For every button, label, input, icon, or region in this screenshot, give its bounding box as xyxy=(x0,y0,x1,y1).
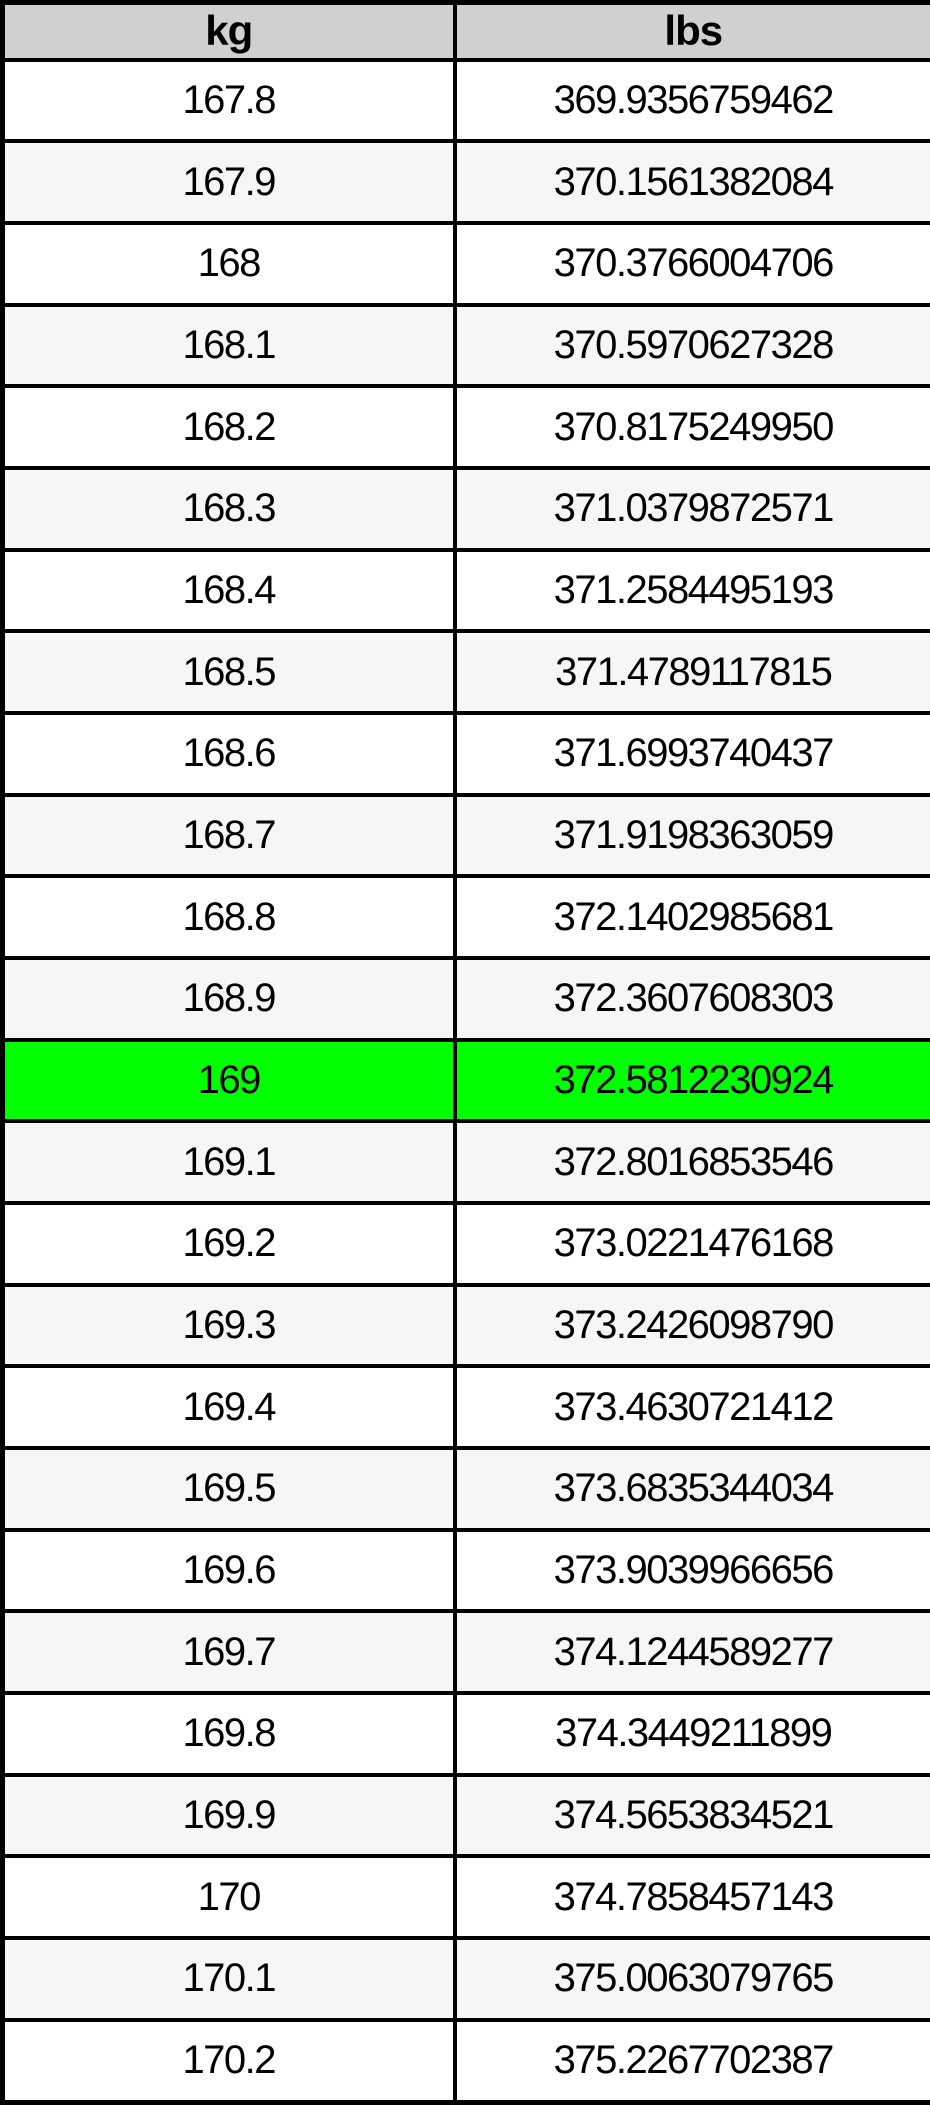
kg-cell: 169 xyxy=(0,1037,457,1124)
lbs-cell: 375.2267702387 xyxy=(452,2017,930,2105)
lbs-cell: 375.0063079765 xyxy=(452,1935,930,2022)
lbs-cell: 373.4630721412 xyxy=(452,1364,930,1450)
kg-cell: 169.5 xyxy=(0,1445,457,1532)
kg-cell: 168.5 xyxy=(0,629,457,715)
header-row: kg lbs xyxy=(0,0,930,62)
table-row: 169.2 373.0221476168 xyxy=(0,1200,930,1287)
kg-cell: 170.2 xyxy=(0,2017,457,2105)
table-row: 170.2 375.2267702387 xyxy=(0,2017,930,2105)
kg-cell: 168 xyxy=(0,220,457,307)
lbs-cell: 370.3766004706 xyxy=(452,220,930,307)
kg-cell: 169.3 xyxy=(0,1282,457,1369)
kg-cell: 170 xyxy=(0,1854,457,1940)
kg-cell: 169.7 xyxy=(0,1609,457,1695)
kg-cell: 169.8 xyxy=(0,1690,457,1777)
kg-cell: 169.1 xyxy=(0,1119,457,1205)
lbs-cell: 371.4789117815 xyxy=(452,629,930,715)
kg-cell: 169.2 xyxy=(0,1200,457,1287)
lbs-cell: 372.8016853546 xyxy=(452,1119,930,1205)
table-row: 170.1 375.0063079765 xyxy=(0,1935,930,2022)
table-row: 167.8 369.9356759462 xyxy=(0,57,930,144)
kg-cell: 170.1 xyxy=(0,1935,457,2022)
kg-cell: 167.9 xyxy=(0,139,457,225)
kg-cell: 168.6 xyxy=(0,710,457,797)
lbs-cell: 374.5653834521 xyxy=(452,1772,930,1859)
lbs-cell: 374.3449211899 xyxy=(452,1690,930,1777)
kg-cell: 169.4 xyxy=(0,1364,457,1450)
kg-cell: 167.8 xyxy=(0,57,457,144)
table-row: 168.5 371.4789117815 xyxy=(0,629,930,715)
lbs-cell: 369.9356759462 xyxy=(452,57,930,144)
table-row: 170 374.7858457143 xyxy=(0,1854,930,1940)
lbs-cell: 370.8175249950 xyxy=(452,384,930,470)
table-row: 169.8 374.3449211899 xyxy=(0,1690,930,1777)
lbs-cell: 371.6993740437 xyxy=(452,710,930,797)
lbs-cell: 371.9198363059 xyxy=(452,792,930,879)
table-row: 168.9 372.3607608303 xyxy=(0,955,930,1042)
kg-cell: 168.8 xyxy=(0,874,457,960)
lbs-cell: 373.2426098790 xyxy=(452,1282,930,1369)
column-header-lbs: lbs xyxy=(452,0,930,62)
table-row: 169.6 373.9039966656 xyxy=(0,1527,930,1614)
table-row: 169.1 372.8016853546 xyxy=(0,1119,930,1205)
lbs-cell: 372.5812230924 xyxy=(452,1037,930,1124)
kg-cell: 168.7 xyxy=(0,792,457,879)
table-row: 168.8 372.1402985681 xyxy=(0,874,930,960)
lbs-cell: 370.5970627328 xyxy=(452,302,930,389)
kg-cell: 168.2 xyxy=(0,384,457,470)
table-row: 168.1 370.5970627328 xyxy=(0,302,930,389)
kg-cell: 169.6 xyxy=(0,1527,457,1614)
lbs-cell: 372.1402985681 xyxy=(452,874,930,960)
lbs-cell: 374.7858457143 xyxy=(452,1854,930,1940)
table-row: 169.5 373.6835344034 xyxy=(0,1445,930,1532)
lbs-cell: 373.0221476168 xyxy=(452,1200,930,1287)
lbs-cell: 370.1561382084 xyxy=(452,139,930,225)
table-row: 168.2 370.8175249950 xyxy=(0,384,930,470)
table-row: 169.7 374.1244589277 xyxy=(0,1609,930,1695)
table-row: 169.9 374.5653834521 xyxy=(0,1772,930,1859)
kg-cell: 168.9 xyxy=(0,955,457,1042)
lbs-cell: 373.9039966656 xyxy=(452,1527,930,1614)
table-row: 168.3 371.0379872571 xyxy=(0,465,930,552)
lbs-cell: 374.1244589277 xyxy=(452,1609,930,1695)
table-row: 168.7 371.9198363059 xyxy=(0,792,930,879)
table-row: 169.4 373.4630721412 xyxy=(0,1364,930,1450)
lbs-cell: 372.3607608303 xyxy=(452,955,930,1042)
table-row: 168 370.3766004706 xyxy=(0,220,930,307)
lbs-cell: 373.6835344034 xyxy=(452,1445,930,1532)
table-row: 168.4 371.2584495193 xyxy=(0,547,930,634)
kg-cell: 168.1 xyxy=(0,302,457,389)
table-row: 167.9 370.1561382084 xyxy=(0,139,930,225)
kg-cell: 168.4 xyxy=(0,547,457,634)
highlighted-row: 169 372.5812230924 xyxy=(0,1037,930,1124)
table-row: 169.3 373.2426098790 xyxy=(0,1282,930,1369)
kg-cell: 168.3 xyxy=(0,465,457,552)
table-row: 168.6 371.6993740437 xyxy=(0,710,930,797)
lbs-cell: 371.2584495193 xyxy=(452,547,930,634)
kg-cell: 169.9 xyxy=(0,1772,457,1859)
table-body: 167.8 369.9356759462 167.9 370.1561382084 16… xyxy=(0,57,930,2105)
column-header-kg: kg xyxy=(0,0,457,62)
lbs-cell: 371.0379872571 xyxy=(452,465,930,552)
